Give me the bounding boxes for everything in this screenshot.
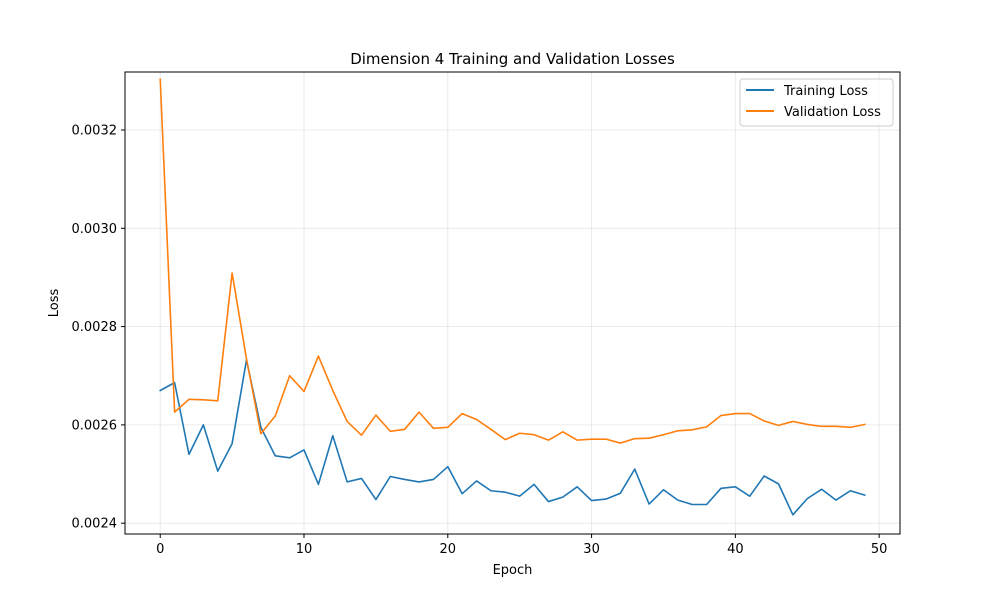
y-tick-label: 0.0032 (72, 123, 118, 138)
plot-frame (124, 71, 901, 535)
legend: Training Loss Validation Loss (739, 78, 894, 127)
x-tick-label: 40 (727, 542, 744, 557)
axis-ticks: 0 10 20 30 40 50 0.0024 0.0026 0.0028 0.0030 0.003… (72, 123, 888, 557)
series-lines (159, 78, 866, 516)
y-tick-label: 0.0024 (72, 517, 118, 532)
series-line-validation-loss (159, 78, 866, 444)
y-tick-label: 0.0028 (72, 320, 118, 335)
x-tick-label: 0 (156, 542, 164, 557)
chart-title: Dimension 4 Training and Validation Loss… (350, 50, 675, 68)
x-tick-label: 30 (583, 542, 600, 557)
legend-label-validation: Validation Loss (784, 105, 881, 120)
series-line-training-loss (159, 359, 866, 516)
legend-label-training: Training Loss (783, 84, 868, 99)
x-tick-label: 10 (296, 542, 313, 557)
grid (125, 72, 900, 534)
x-tick-label: 50 (871, 542, 888, 557)
y-axis-label: Loss (47, 289, 62, 318)
y-tick-label: 0.0026 (72, 418, 118, 433)
x-tick-label: 20 (440, 542, 457, 557)
legend-box (739, 78, 894, 127)
y-tick-label: 0.0030 (72, 222, 118, 237)
x-axis-label: Epoch (493, 563, 533, 578)
